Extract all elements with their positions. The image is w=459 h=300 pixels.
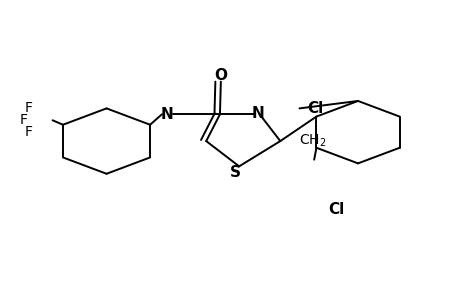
Text: S: S — [230, 165, 241, 180]
Text: F: F — [25, 125, 33, 139]
Text: N: N — [161, 107, 174, 122]
Text: Cl: Cl — [328, 202, 344, 217]
Text: N: N — [252, 106, 264, 121]
Text: CH$_2$: CH$_2$ — [298, 133, 325, 149]
Text: Cl: Cl — [307, 101, 323, 116]
Text: O: O — [214, 68, 227, 82]
Text: F: F — [19, 113, 27, 127]
Text: F: F — [25, 101, 33, 116]
